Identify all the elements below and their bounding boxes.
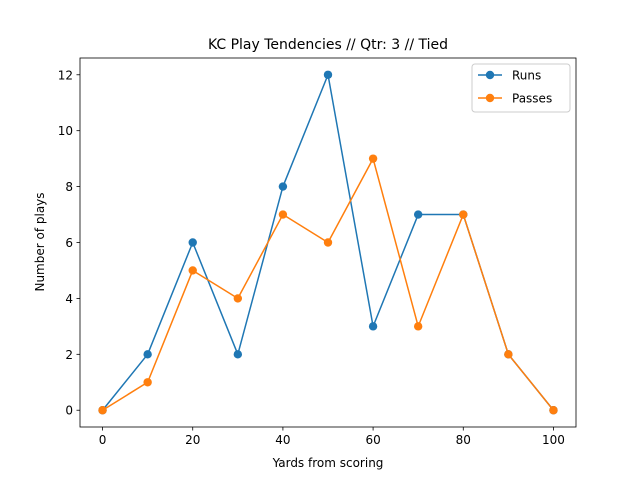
y-tick-label: 4 [65, 292, 73, 306]
data-point-passes [233, 294, 243, 303]
legend-label-passes: Passes [512, 92, 552, 106]
data-point-passes [504, 350, 513, 359]
y-tick-label: 8 [65, 180, 73, 194]
x-tick-label: 60 [365, 433, 380, 447]
data-point-runs [143, 350, 152, 359]
legend-swatch-marker [485, 70, 495, 80]
y-tick-label: 12 [58, 68, 73, 82]
x-tick-label: 100 [542, 433, 565, 447]
data-point-runs [233, 350, 243, 359]
data-point-passes [323, 238, 333, 247]
data-point-passes [188, 266, 197, 275]
legend-swatch-marker [485, 93, 495, 103]
legend-label-runs: Runs [512, 69, 541, 83]
y-tick-label: 0 [65, 404, 73, 418]
x-tick-label: 20 [185, 433, 200, 447]
data-point-passes [459, 210, 468, 219]
x-tick-label: 80 [456, 433, 471, 447]
data-point-runs [413, 210, 423, 219]
data-point-passes [413, 322, 423, 331]
data-point-runs [188, 238, 197, 247]
x-tick-label: 0 [99, 433, 107, 447]
legend: Runs Passes [471, 63, 571, 113]
data-point-runs [278, 182, 288, 191]
y-axis-label: Number of plays [33, 192, 47, 291]
data-point-passes [143, 378, 152, 387]
data-point-passes [278, 210, 288, 219]
data-point-runs [368, 322, 378, 331]
x-tick-label: 40 [275, 433, 290, 447]
data-point-passes [98, 406, 107, 415]
y-tick-label: 10 [58, 124, 73, 138]
series-passes [98, 154, 558, 415]
plot-area: 0 20 40 60 80 100 0 2 4 6 8 10 12 [58, 57, 577, 447]
chart-title: KC Play Tendencies // Qtr: 3 // Tied [208, 37, 448, 53]
y-tick-label: 2 [65, 348, 73, 362]
legend-box [471, 63, 571, 113]
x-axis-label: Yards from scoring [272, 456, 384, 470]
data-point-runs [323, 70, 333, 79]
data-point-passes [368, 154, 378, 163]
y-tick-label: 6 [65, 236, 73, 250]
data-point-passes [549, 406, 558, 415]
